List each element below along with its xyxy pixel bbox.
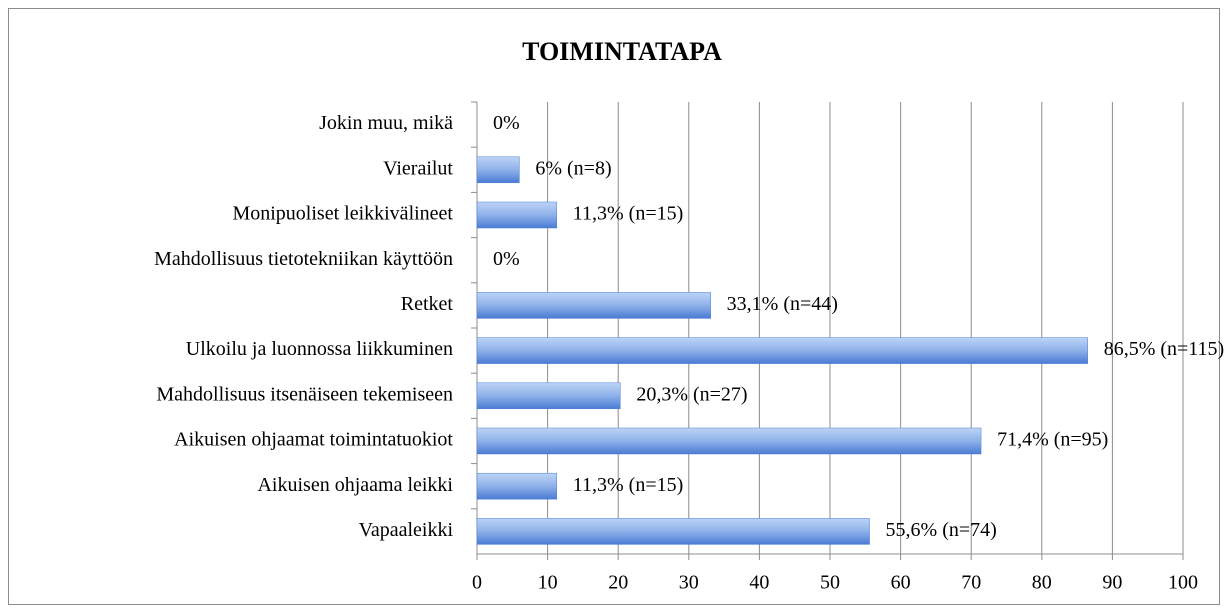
y-tick-label: Mahdollisuus itsenäiseen tekemiseen <box>156 383 453 405</box>
data-label: 55,6% (n=74) <box>886 519 997 541</box>
y-tick-label: Monipuoliset leikkivälineet <box>232 203 453 225</box>
bar <box>476 427 982 455</box>
data-label: 20,3% (n=27) <box>636 383 747 405</box>
data-label: 11,3% (n=15) <box>573 203 684 225</box>
bar <box>476 292 711 319</box>
data-label: 33,1% (n=44) <box>727 293 838 315</box>
bar <box>476 518 870 545</box>
y-tick-label: Mahdollisuus tietotekniikan käyttöön <box>154 248 453 270</box>
x-tick-label: 90 <box>1102 572 1122 594</box>
x-tick-label: 70 <box>961 572 981 594</box>
chart-title: TOIMINTATAPA <box>522 37 722 66</box>
y-tick-label: Jokin muu, mikä <box>319 112 453 134</box>
data-label: 6% (n=8) <box>535 157 611 179</box>
x-tick-label: 0 <box>472 572 482 594</box>
data-label: 0% <box>493 112 520 134</box>
data-label: 11,3% (n=15) <box>573 474 684 496</box>
data-label: 71,4% (n=95) <box>997 429 1108 451</box>
y-tick-label: Aikuisen ohjaamat toimintatuokiot <box>174 429 453 451</box>
x-tick-label: 40 <box>749 572 769 594</box>
bar <box>476 472 558 500</box>
x-tick-label: 20 <box>608 572 628 594</box>
x-tick-label: 50 <box>820 572 840 594</box>
x-tick-label: 60 <box>891 572 911 594</box>
x-tick-label: 30 <box>679 572 699 594</box>
y-tick-label: Vierailut <box>383 157 453 179</box>
bar <box>476 201 558 229</box>
y-tick-label: Ulkoilu ja luonnossa liikkuminen <box>186 338 453 360</box>
data-label: 0% <box>493 248 520 270</box>
bar <box>476 382 621 410</box>
bar <box>476 156 520 184</box>
x-tick-label: 100 <box>1168 572 1198 594</box>
y-tick-label: Aikuisen ohjaama leikki <box>257 474 453 496</box>
y-tick-label: Vapaaleikki <box>359 519 454 541</box>
x-tick-label: 10 <box>538 572 558 594</box>
bar <box>476 337 1088 364</box>
x-tick-label: 80 <box>1032 572 1052 594</box>
data-label: 86,5% (n=115) <box>1104 338 1225 360</box>
y-tick-label: Retket <box>401 293 454 315</box>
